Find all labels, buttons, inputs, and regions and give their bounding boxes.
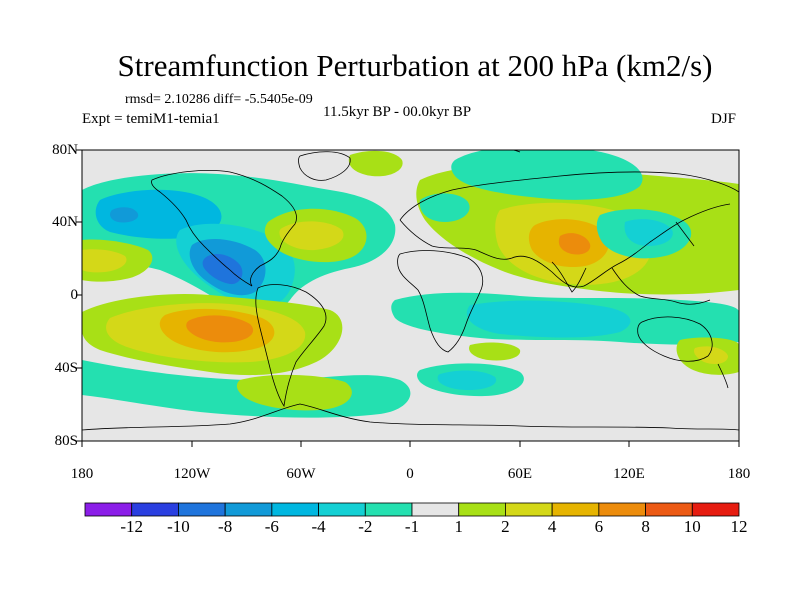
colorbar-label: -8: [218, 517, 233, 536]
colorbar-label: -10: [167, 517, 190, 536]
contour-neg4-central-america: [202, 254, 243, 285]
colorbar-box: [505, 502, 553, 517]
coast-north-america: [151, 170, 297, 287]
axis-ticks: [76, 149, 740, 447]
colorbar-label: 6: [594, 517, 604, 536]
lon-label: 0: [406, 466, 414, 482]
contour-field: [82, 150, 739, 441]
contour-pos2-west-pacific: [82, 249, 127, 273]
contour-pos1-madagascar: [469, 342, 521, 361]
colorbar-label: 4: [547, 517, 557, 536]
contour-pos4-tibet: [558, 233, 591, 255]
colorbar-box: [224, 502, 273, 517]
colorbar-label: -6: [264, 517, 279, 536]
contour-neg2-south-indian: [437, 370, 497, 390]
colorbar-label: 8: [641, 517, 650, 536]
contour-pos1-north-atlantic: [348, 150, 403, 177]
colorbar-box: [598, 502, 646, 517]
lon-label: 180: [70, 466, 94, 482]
coast-africa: [397, 250, 484, 353]
coast-antarctica: [82, 403, 739, 431]
lat-label: 80N: [52, 142, 78, 158]
colorbar-box: [178, 502, 226, 517]
lon-label: 60E: [507, 466, 533, 482]
contour-neg1-arctic: [451, 150, 643, 200]
colorbar-label: 1: [454, 517, 463, 536]
colorbar-box: [364, 502, 413, 517]
colorbar-box: [318, 502, 366, 517]
colorbar-box: [411, 502, 460, 517]
page-title: Streamfunction Perturbation at 200 hPa (…: [117, 48, 713, 83]
lat-label: 0: [70, 287, 79, 303]
coastlines: [82, 150, 739, 431]
lat-label: 40N: [52, 214, 78, 230]
colorbar-label: -12: [120, 517, 144, 536]
lat-label: 80S: [54, 433, 78, 449]
contour-neg1-europe: [419, 193, 470, 222]
colorbar-label: -2: [358, 517, 373, 536]
coast-japan: [675, 221, 695, 247]
lon-label: 120E: [613, 466, 645, 482]
coast-india: [551, 261, 587, 293]
season-label: DJF: [711, 111, 737, 127]
lon-label: 180: [727, 466, 751, 482]
colorbar-box: [84, 502, 133, 517]
contour-pos2-australia: [694, 346, 728, 364]
coast-southeast-asia: [611, 267, 711, 305]
colorbar-label: 10: [683, 517, 701, 536]
contour-pos1-south-atlantic: [236, 374, 352, 411]
experiment-label: Expt = temiM1-temia1: [82, 111, 220, 127]
contour-neg2-indian-ocean: [466, 300, 631, 338]
contour-neg2-west-pacific: [624, 219, 673, 246]
colorbar-label: -4: [311, 517, 326, 536]
lon-label: 60W: [286, 466, 316, 482]
lat-label: 40S: [54, 360, 78, 376]
colorbar-label: 2: [501, 517, 510, 536]
coast-greenland: [298, 151, 351, 181]
colorbar-label: -1: [404, 517, 420, 536]
period-label: 11.5kyr BP - 00.0kyr BP: [323, 104, 472, 120]
contour-pos4-south-pacific: [186, 315, 254, 343]
colorbar: [84, 502, 740, 517]
coast-arctic-islands: [470, 150, 596, 153]
lon-label: 120W: [173, 466, 211, 482]
contour-pos2-atlantic: [279, 221, 344, 251]
contour-neg3-north-pacific: [110, 207, 139, 223]
coast-australia: [637, 316, 713, 362]
colorbar-box: [645, 502, 693, 517]
coast-new-zealand: [717, 363, 729, 389]
coast-south-america: [255, 284, 327, 408]
colorbar-box: [691, 502, 740, 517]
colorbar-label: 12: [730, 517, 748, 536]
colorbar-box: [458, 502, 506, 517]
colorbar-box: [131, 502, 179, 517]
colorbar-box: [271, 502, 319, 517]
colorbar-box: [551, 502, 600, 517]
rmsd-diff-stats: rmsd= 2.10286 diff= -5.5405e-09: [125, 92, 313, 107]
